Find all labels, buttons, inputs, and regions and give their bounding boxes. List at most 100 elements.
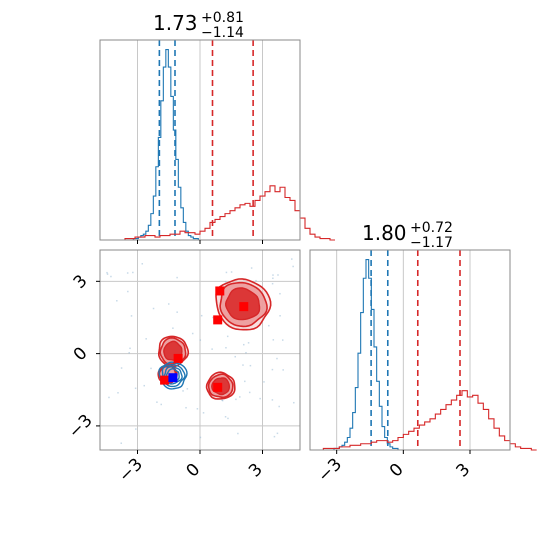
panel-2-xtick-label: −3: [115, 455, 147, 487]
panel-2-sample-point: [292, 265, 294, 268]
panel-2-sample-point: [271, 368, 274, 371]
panel-2-sample-point: [255, 279, 257, 282]
panel-2-sample-point: [276, 432, 279, 435]
panel-2-sample-point: [272, 274, 274, 276]
panel-2-sample-point: [273, 435, 276, 438]
panel-2-sample-point: [108, 396, 110, 399]
panel-2-sample-point: [135, 428, 137, 430]
panel-2-sample-point: [129, 347, 131, 350]
panel-2-sample-point: [156, 401, 158, 403]
panel-2-ytick-label: 0: [70, 343, 92, 365]
panel-2-sample-point: [186, 388, 189, 390]
panel-2-sample-point: [272, 339, 275, 341]
panel-2-sample-point: [225, 271, 228, 274]
panel-2-sample-point: [291, 258, 293, 260]
panel-2-sample-point: [199, 339, 202, 341]
panel-2-sample-point: [272, 277, 274, 280]
panel-2-sample-point: [250, 267, 253, 269]
panel-2-sample-point: [244, 380, 246, 383]
panel-3-title-upper: +0.72: [410, 220, 453, 236]
panel-2-sample-point: [224, 416, 227, 418]
panel-2-sample-point: [239, 396, 241, 398]
panel-2-sample-point: [249, 364, 252, 367]
panel-2-sample-point: [281, 339, 284, 341]
panel-2-sample-point: [110, 275, 112, 278]
panel-2-sample-point: [211, 348, 213, 350]
panel-2-sample-point: [247, 342, 250, 344]
panel-2-sample-point: [279, 315, 281, 317]
panel-2-sample-point: [282, 369, 284, 371]
panel-1-title: 1.73 +0.81 −1.14: [153, 10, 244, 41]
panel-2-xtick-label: 3: [245, 460, 267, 482]
panel-2-sample-point: [271, 399, 274, 401]
panel-2-sample-point: [141, 263, 144, 265]
panel-2-sample-point: [242, 364, 244, 366]
panel-2-sample-point: [196, 408, 199, 410]
panel-1-series-1-histogram: [124, 185, 335, 241]
panel-2-sample-point: [202, 412, 205, 414]
panel-3-histogram: −3 0 3: [309, 249, 537, 487]
panel-2-sample-point: [276, 357, 278, 360]
panel-2-sample-point: [245, 351, 247, 354]
panel-3-frame: [309, 249, 511, 451]
panel-2-sample-point: [263, 381, 265, 383]
panel-1-title-upper: +0.81: [201, 10, 244, 26]
panel-2-sample-point: [235, 398, 237, 401]
panel-2-sample-point: [106, 271, 108, 274]
panel-1-title-value: 1.73: [153, 11, 198, 35]
panel-2-sample-point: [167, 303, 170, 305]
panel-2-sample-point: [150, 367, 152, 370]
panel-2-sample-point: [120, 442, 123, 444]
panel-1-title-lower: −1.14: [201, 25, 244, 41]
panel-2-sample-point: [248, 391, 251, 394]
panel-2-sample-point: [200, 314, 203, 317]
panel-2-sample-point: [237, 432, 239, 435]
panel-2-sample-point: [134, 387, 137, 390]
panel-2-ytick-label: 3: [70, 271, 92, 293]
panel-3-series-1-histogram: [322, 390, 537, 451]
panel-3-title: 1.80 +0.72 −1.17: [362, 220, 453, 251]
panel-2-red-marker: [173, 353, 183, 363]
panel-2-red-marker: [215, 286, 225, 296]
panel-2-sample-point: [199, 436, 202, 439]
panel-2-sample-point: [152, 307, 155, 310]
panel-2-sample-point: [182, 390, 184, 392]
panel-2-sample-point: [117, 392, 119, 394]
panel-2-sample-point: [234, 355, 236, 358]
panel-2-sample-point: [120, 367, 123, 369]
panel-2-joint-contour: −3 0 3 −3 0 3: [65, 249, 301, 487]
panel-2-sample-point: [176, 276, 178, 279]
panel-2-sample-point: [271, 282, 274, 285]
panel-2-sample-point: [221, 399, 224, 402]
panel-1-histogram: [99, 39, 335, 244]
panel-2-sample-point: [106, 273, 109, 275]
panel-2-sample-point: [279, 292, 281, 295]
panel-2-red-marker: [160, 375, 170, 385]
panel-2-sample-point: [226, 335, 229, 338]
panel-2-sample-point: [259, 397, 261, 400]
panel-2-sample-point: [225, 346, 227, 349]
panel-2-blue-contour-level-0: [158, 361, 188, 390]
panel-2-ytick-label: −3: [65, 411, 97, 443]
panel-2-sample-point: [224, 280, 227, 283]
panel-2-sample-point: [127, 290, 129, 293]
panel-2-sample-point: [230, 271, 233, 273]
panel-2-sample-point: [212, 316, 214, 319]
panel-2-sample-point: [143, 384, 145, 387]
panel-2-sample-point: [132, 271, 134, 274]
panel-2-sample-point: [172, 327, 174, 329]
panel-3-xtick-label: −3: [314, 455, 346, 487]
panel-1-series-0-histogram: [120, 48, 209, 241]
panel-2-red-marker: [213, 315, 223, 325]
panel-2-sample-point: [243, 343, 245, 346]
panel-2-xtick-label: 0: [183, 460, 205, 482]
panel-2-sample-point: [191, 332, 194, 335]
panel-2-sample-point: [227, 417, 229, 420]
panel-3-xtick-label: 3: [453, 460, 475, 482]
panel-2-sample-point: [185, 406, 187, 409]
panel-2-sample-point: [176, 311, 178, 313]
panel-2-sample-point: [160, 403, 162, 406]
panel-2-sample-point: [116, 300, 118, 302]
panel-3-title-lower: −1.17: [410, 235, 453, 251]
